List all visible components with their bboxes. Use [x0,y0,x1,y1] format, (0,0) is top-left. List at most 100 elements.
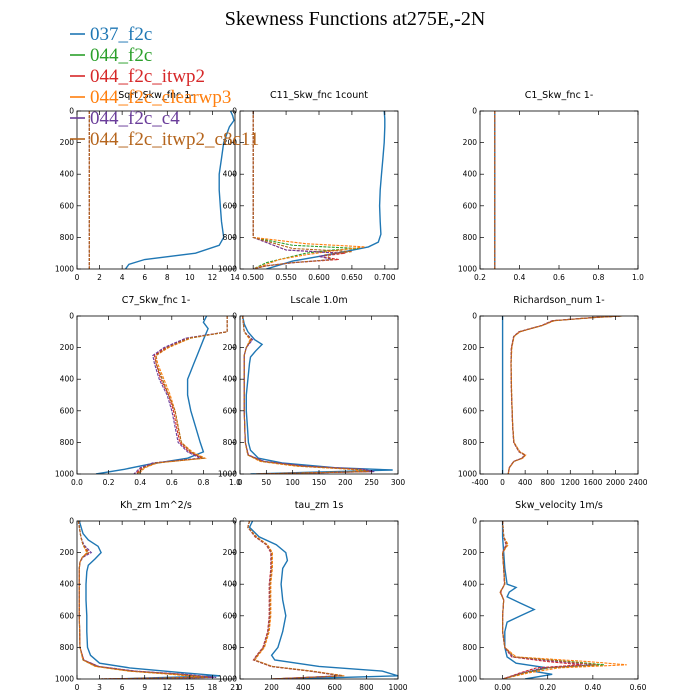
panel-9: Skw_velocity 1m/s 0 200 400 600 800 1000 0.00 0.… [458,500,647,692]
y-tick-label: 200 [463,548,478,557]
panel-2: C11_Skw_fnc 1count 0 200 400 600 800 1000 0.500… [218,90,399,282]
x-tick-label: 0.4 [134,478,146,487]
panel-title: C7_Skw_fnc 1- [122,295,191,306]
series-line-044_f2c_itwp2 [247,521,342,679]
x-tick-label: 18 [208,683,218,692]
y-tick-label: 600 [223,406,238,415]
series-line-044_f2c_clearwp3 [247,521,345,679]
series-line-044_f2c_itwp2_c8c11 [499,521,598,679]
x-tick-label: 1.0 [632,273,644,282]
series-line-044_f2c_clearwp3 [507,316,623,474]
panel-title: Lscale 1.0m [290,295,347,306]
plot-frame [239,520,399,680]
y-tick-label: 200 [223,343,238,352]
series-group [241,316,393,474]
x-tick-label: 0.6 [166,478,178,487]
series-line-037_f2c [241,316,393,474]
panel-title: Richardson_num 1- [513,295,604,306]
y-tick-label: 400 [223,170,238,179]
y-tick-label: 200 [60,138,75,147]
legend-item: 044_f2c_clearwp3 [70,87,231,108]
plot-frame [76,110,236,270]
y-tick-label: 1000 [458,470,477,479]
plot-frame [479,520,639,680]
series-line-044_f2c_itwp2 [507,316,620,474]
series-group [499,521,627,679]
panel-title: C11_Skw_fnc 1count [270,90,368,101]
x-tick-label: 21 [230,683,240,692]
y-tick-label: 200 [60,548,75,557]
x-tick-label: 6 [120,683,125,692]
figure-title: Skewness Functions at275E,-2N [225,8,486,30]
x-tick-label: 0.60 [630,683,647,692]
series-line-044_f2c_itwp2_c8c11 [242,316,370,474]
y-tick-label: 800 [223,233,238,242]
series-line-044_f2c_itwp2 [242,316,372,474]
y-tick-label: 800 [60,233,75,242]
y-tick-label: 600 [463,611,478,620]
series-line-037_f2c [124,111,235,269]
series-line-044_f2c_itwp2_c8c11 [507,316,622,474]
x-tick-label: 0.600 [308,273,330,282]
y-tick-label: 800 [463,643,478,652]
y-tick-label: 800 [60,438,75,447]
y-tick-label: 200 [463,343,478,352]
panel-title: Sqrt_Skw_fnc 1- [118,90,194,101]
legend-label: 044_f2c_clearwp3 [90,87,231,108]
y-tick-label: 1000 [55,470,74,479]
x-tick-label: 1.0 [229,478,241,487]
x-tick-label: 9 [142,683,147,692]
y-tick-label: 400 [60,580,75,589]
y-tick-label: 400 [60,170,75,179]
y-tick-label: 800 [223,438,238,447]
y-tick-label: 800 [223,643,238,652]
x-tick-label: 8 [165,273,170,282]
y-tick-label: 400 [463,375,478,384]
panel-title: C1_Skw_fnc 1- [525,90,594,101]
x-tick-label: 10 [185,273,195,282]
x-tick-label: 0.4 [514,273,526,282]
x-tick-label: 300 [391,478,406,487]
x-tick-label: 0.6 [553,273,565,282]
series-group [77,521,221,679]
y-tick-label: 600 [463,406,478,415]
x-tick-label: 2 [97,273,102,282]
x-tick-label: 12 [208,273,218,282]
legend-item: 044_f2c [70,45,152,66]
x-tick-label: 0 [238,478,243,487]
x-tick-label: 3 [97,683,102,692]
legend-label: 044_f2c [90,45,152,66]
y-tick-label: 400 [463,170,478,179]
y-tick-label: 800 [463,233,478,242]
x-tick-label: 800 [359,683,374,692]
series-line-044_f2c_c4 [77,521,217,679]
x-tick-label: 0.550 [275,273,297,282]
series-line-044_f2c_itwp2_c8c11 [252,111,352,269]
x-tick-label: 0 [75,683,80,692]
x-tick-label: 0.500 [242,273,264,282]
y-tick-label: 1000 [458,675,477,684]
y-tick-label: 400 [463,580,478,589]
y-tick-label: 800 [60,643,75,652]
series-line-044_f2c_clearwp3 [242,316,364,474]
series-line-044_f2c [507,316,622,474]
y-tick-label: 0 [472,107,477,116]
x-tick-label: 0.20 [539,683,556,692]
series-line-044_f2c [77,521,205,679]
x-tick-label: 800 [541,478,556,487]
y-tick-label: 600 [463,201,478,210]
series-line-044_f2c_itwp2 [135,316,228,474]
x-tick-label: 400 [518,478,533,487]
plot-frame [76,520,236,680]
y-tick-label: 200 [223,138,238,147]
x-tick-label: 400 [296,683,311,692]
y-tick-label: 200 [223,548,238,557]
y-tick-label: 0 [69,312,74,321]
series-line-044_f2c [242,316,367,474]
x-tick-label: 1600 [583,478,602,487]
y-tick-label: 1000 [218,675,237,684]
